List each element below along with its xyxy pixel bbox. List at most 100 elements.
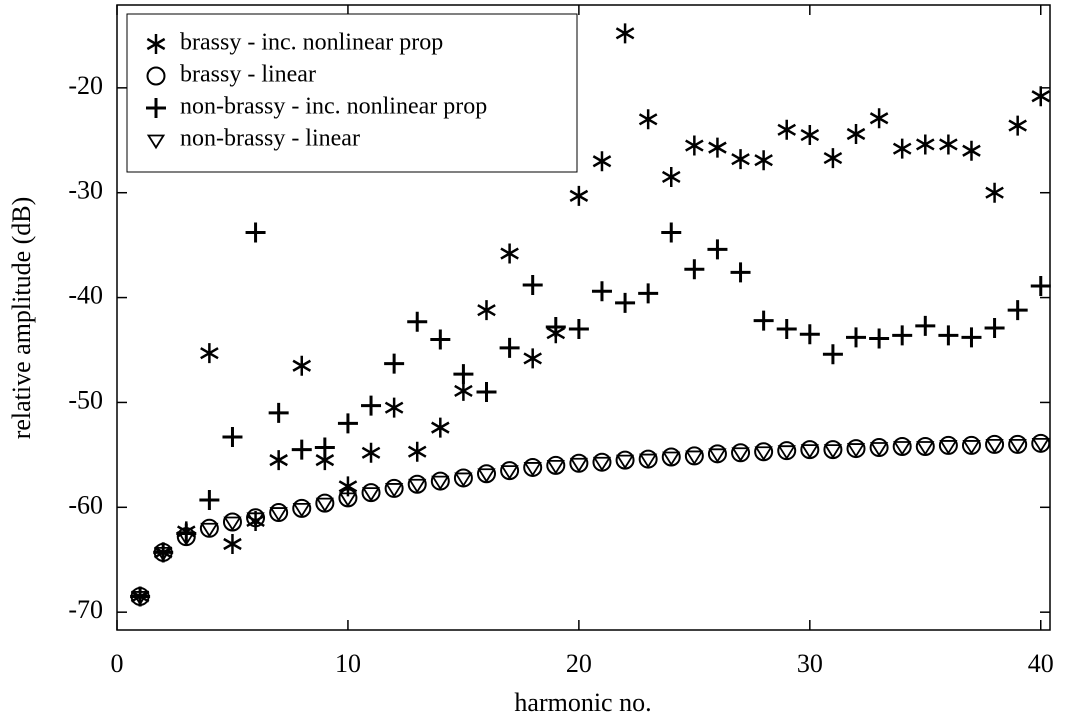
marker-shape: [454, 472, 473, 488]
marker-shape: [777, 445, 796, 460]
point: [430, 329, 451, 350]
marker-shape: [592, 151, 612, 172]
legend-item: non-brassy - inc. nonlinear prop: [146, 94, 487, 120]
point: [639, 453, 658, 469]
x-tick-label: 10: [335, 649, 361, 678]
marker-shape: [500, 243, 519, 264]
point: [199, 489, 220, 510]
legend-label: non-brassy - linear: [180, 126, 360, 152]
marker-shape: [869, 108, 889, 129]
marker-shape: [985, 182, 1004, 203]
marker-shape: [146, 98, 166, 118]
marker-shape: [523, 348, 542, 369]
point: [408, 478, 427, 494]
point: [476, 381, 497, 402]
marker-shape: [938, 325, 959, 346]
point: [615, 454, 635, 470]
point: [661, 222, 682, 243]
point: [337, 413, 358, 434]
point: [962, 440, 981, 455]
marker-shape: [731, 149, 750, 170]
point: [753, 310, 774, 331]
marker-shape: [408, 478, 427, 494]
marker-shape: [146, 134, 166, 150]
marker-shape: [431, 417, 450, 438]
point: [777, 445, 796, 460]
marker-shape: [639, 453, 658, 469]
marker-shape: [916, 134, 935, 155]
point: [315, 497, 334, 513]
point: [915, 315, 936, 336]
marker-shape: [146, 34, 166, 54]
point: [222, 427, 243, 448]
marker-shape: [753, 310, 774, 331]
marker-shape: [1008, 115, 1027, 136]
marker-shape: [200, 522, 219, 538]
marker-shape: [453, 364, 474, 385]
point: [361, 395, 382, 416]
point: [200, 343, 219, 364]
marker-shape: [662, 451, 681, 467]
marker-shape: [291, 439, 312, 460]
marker-shape: [269, 450, 288, 471]
marker-shape: [869, 442, 889, 457]
point: [268, 402, 289, 423]
point: [546, 459, 565, 475]
point: [592, 456, 612, 472]
marker-shape: [869, 328, 890, 349]
marker-shape: [615, 23, 635, 44]
marker-shape: [177, 531, 196, 546]
point: [545, 316, 566, 337]
point: [708, 448, 727, 464]
marker-shape: [384, 353, 405, 374]
point: [823, 148, 843, 169]
point: [985, 438, 1004, 454]
point: [869, 108, 889, 129]
marker-shape: [962, 140, 981, 161]
marker-shape: [661, 222, 682, 243]
point: [846, 327, 867, 348]
point: [962, 140, 981, 161]
point: [916, 134, 935, 155]
marker-shape: [361, 395, 382, 416]
marker-shape: [199, 489, 220, 510]
marker-shape: [615, 454, 635, 470]
point: [684, 259, 705, 280]
marker-shape: [1031, 437, 1050, 453]
marker-shape: [984, 317, 1005, 338]
point: [685, 135, 704, 156]
marker-shape: [454, 380, 473, 401]
point: [1008, 115, 1027, 136]
marker-shape: [200, 343, 219, 364]
marker-shape: [731, 447, 750, 462]
marker-shape: [292, 502, 311, 518]
marker-shape: [684, 259, 705, 280]
point: [938, 325, 959, 346]
point: [522, 274, 543, 295]
marker-shape: [337, 413, 358, 434]
point: [568, 319, 589, 340]
point: [269, 507, 288, 522]
point: [245, 222, 266, 243]
marker-shape: [754, 150, 773, 171]
y-tick-label: -50: [68, 385, 103, 414]
legend-item: brassy - inc. nonlinear prop: [146, 30, 443, 56]
marker-shape: [846, 123, 866, 144]
x-tick-label: 0: [111, 649, 124, 678]
marker-shape: [961, 327, 982, 348]
marker-shape: [846, 443, 866, 458]
marker-shape: [846, 327, 867, 348]
point: [823, 444, 843, 459]
marker-shape: [361, 487, 381, 502]
point: [291, 439, 312, 460]
point: [638, 109, 658, 130]
point: [499, 337, 520, 358]
point: [591, 281, 612, 302]
point: [893, 441, 912, 456]
point: [707, 239, 728, 260]
y-tick-label: -60: [68, 490, 103, 519]
point: [569, 457, 589, 473]
x-axis-label: harmonic no.: [514, 688, 651, 717]
x-tick-label: 20: [566, 649, 592, 678]
y-tick-label: -70: [68, 595, 103, 624]
